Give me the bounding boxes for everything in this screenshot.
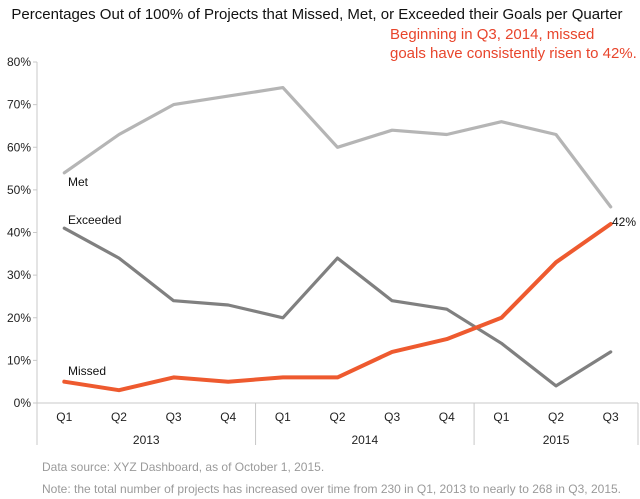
year-label: 2014 [351,433,378,447]
y-tick-label: 0% [14,396,32,410]
series-group [62,85,613,393]
end-value-label: 42% [612,215,636,229]
series-line-met [62,85,613,209]
x-tick-label: Q1 [275,410,291,424]
series-line-exceeded [62,226,613,388]
x-tick-label: Q3 [603,410,619,424]
x-tick-label: Q3 [166,410,182,424]
y-tick-label: 80% [7,55,31,69]
y-tick-label: 10% [7,353,31,367]
year-label: 2015 [543,433,570,447]
y-tick-label: 40% [7,226,31,240]
series-label-met: Met [68,175,89,189]
x-tick-label: Q1 [56,410,72,424]
x-tick-label: Q4 [439,410,455,424]
y-tick-label: 70% [7,98,31,112]
series-label-missed: Missed [68,364,106,378]
annotation-line-2: goals have consistently risen to 42%. [390,45,637,62]
x-tick-label: Q3 [384,410,400,424]
series-labels: Met Exceeded Missed 42% [68,175,636,378]
series-line-missed [62,222,613,393]
axes: 0% 10% 20% 30% 40% 50% 60% 70% 80% Q1 Q2 Q3 Q4 Q1 Q2 Q3… [7,55,639,447]
data-source-note: Data source: XYZ Dashboard, as of Octobe… [42,460,324,474]
year-label: 2013 [133,433,160,447]
y-tick-label: 60% [7,140,31,154]
x-tick-label: Q2 [111,410,127,424]
x-tick-label: Q4 [220,410,236,424]
x-tick-label: Q1 [493,410,509,424]
annotation-line-1: Beginning in Q3, 2014, missed [390,26,594,43]
y-tick-label: 20% [7,311,31,325]
x-tick-label: Q2 [329,410,345,424]
projects-note: Note: the total number of projects has i… [42,482,621,496]
x-tick-label: Q2 [548,410,564,424]
y-tick-label: 30% [7,268,31,282]
y-tick-label: 50% [7,183,31,197]
chart-title: Percentages Out of 100% of Projects that… [11,6,622,23]
series-label-exceeded: Exceeded [68,213,121,227]
